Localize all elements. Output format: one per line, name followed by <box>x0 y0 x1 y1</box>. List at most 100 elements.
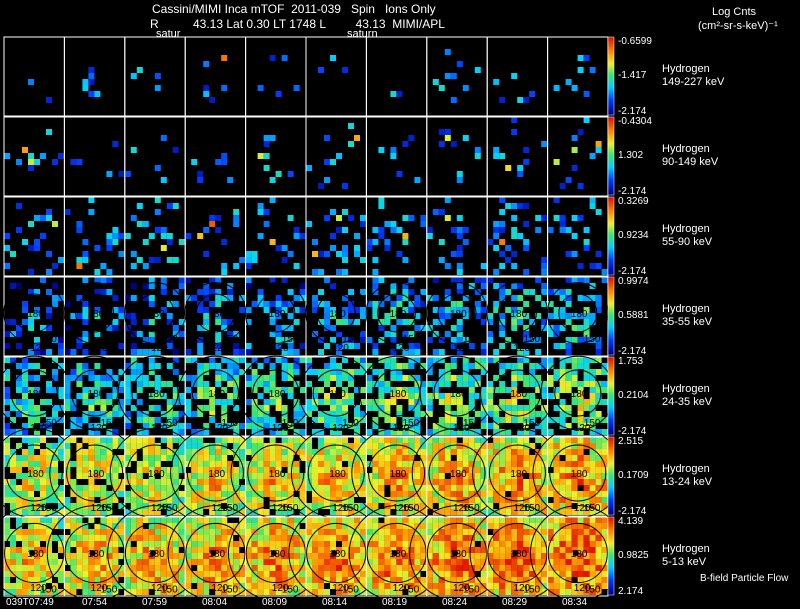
pixel <box>553 331 560 337</box>
pixel <box>330 529 336 535</box>
pixel <box>318 523 324 529</box>
pixel <box>396 547 403 553</box>
pixel <box>547 473 554 479</box>
pixel <box>559 485 566 491</box>
pixel <box>505 429 512 435</box>
pixel <box>589 203 596 209</box>
pixel <box>330 485 336 491</box>
pixel <box>511 393 518 399</box>
units-title: Log Cnts <box>712 6 757 18</box>
pixel <box>390 517 397 523</box>
pixel <box>251 497 258 503</box>
pixel <box>456 509 463 515</box>
pixel <box>378 233 385 239</box>
pixel <box>444 73 451 79</box>
pixel <box>82 79 89 85</box>
pixel <box>154 381 161 387</box>
pixel <box>197 497 204 503</box>
pixel <box>402 233 409 239</box>
pixel <box>426 363 433 369</box>
pixel <box>541 485 548 491</box>
pixel <box>185 295 192 301</box>
pixel <box>384 553 391 559</box>
pixel <box>553 491 560 497</box>
pixel <box>378 559 385 565</box>
pixel <box>408 497 415 503</box>
pixel <box>4 571 10 577</box>
pixel <box>275 455 282 461</box>
pixel <box>227 553 234 559</box>
colorbar-segment <box>608 38 614 42</box>
pixel <box>118 387 125 393</box>
pixel <box>106 443 113 449</box>
pixel <box>136 381 143 387</box>
colorbar-segment <box>608 183 614 186</box>
pixel <box>330 443 336 449</box>
pixel <box>589 497 596 503</box>
pixel <box>511 369 518 375</box>
pixel <box>203 565 210 571</box>
pixel <box>438 239 445 245</box>
pixel <box>547 479 554 485</box>
pixel <box>330 547 336 553</box>
pixel <box>360 337 366 343</box>
pixel <box>523 313 530 319</box>
pixel <box>595 565 602 571</box>
pixel <box>263 221 270 227</box>
pixel <box>28 455 34 461</box>
pixel <box>70 375 77 381</box>
pixel <box>505 523 512 529</box>
contour-circle <box>64 522 125 584</box>
pixel <box>390 399 397 405</box>
pixel <box>589 529 596 535</box>
planet-dot <box>512 550 519 556</box>
pixel <box>571 417 578 423</box>
pixel <box>172 577 179 583</box>
pixel <box>577 337 584 343</box>
pixel <box>493 509 500 515</box>
pixel <box>402 535 409 541</box>
pixel <box>553 559 560 565</box>
pixel <box>269 381 276 387</box>
pixel <box>330 357 336 363</box>
pixel <box>275 479 282 485</box>
pixel <box>366 491 373 497</box>
pixel <box>293 547 300 553</box>
pixel <box>52 417 58 423</box>
pixel <box>390 455 397 461</box>
pixel <box>34 565 40 571</box>
contour-label: 180 <box>88 469 105 480</box>
pixel <box>28 165 34 171</box>
pixel <box>414 577 421 583</box>
colorbar-segment <box>608 161 614 165</box>
pixel <box>487 565 494 571</box>
pixel <box>178 541 185 547</box>
pixel <box>372 239 379 245</box>
pixel <box>583 337 590 343</box>
pixel <box>553 443 560 449</box>
pixel <box>366 363 373 369</box>
pixel <box>342 479 348 485</box>
pixel <box>354 503 360 509</box>
pixel <box>233 547 240 553</box>
pixel <box>408 443 415 449</box>
pixel <box>517 313 524 319</box>
colorbar-segment <box>608 263 614 266</box>
pixel <box>154 417 161 423</box>
pixel <box>354 479 360 485</box>
pixel <box>529 479 536 485</box>
pixel <box>499 153 506 159</box>
pixel <box>402 417 409 423</box>
pixel <box>426 467 433 473</box>
pixel <box>293 443 300 449</box>
pixel <box>402 375 409 381</box>
pixel <box>142 417 149 423</box>
pixel <box>330 363 336 369</box>
pixel <box>438 375 445 381</box>
pixel <box>330 283 336 289</box>
pixel <box>571 517 578 523</box>
pixel <box>124 571 131 577</box>
pixel <box>142 375 149 381</box>
pixel <box>287 363 294 369</box>
pixel <box>142 509 149 515</box>
